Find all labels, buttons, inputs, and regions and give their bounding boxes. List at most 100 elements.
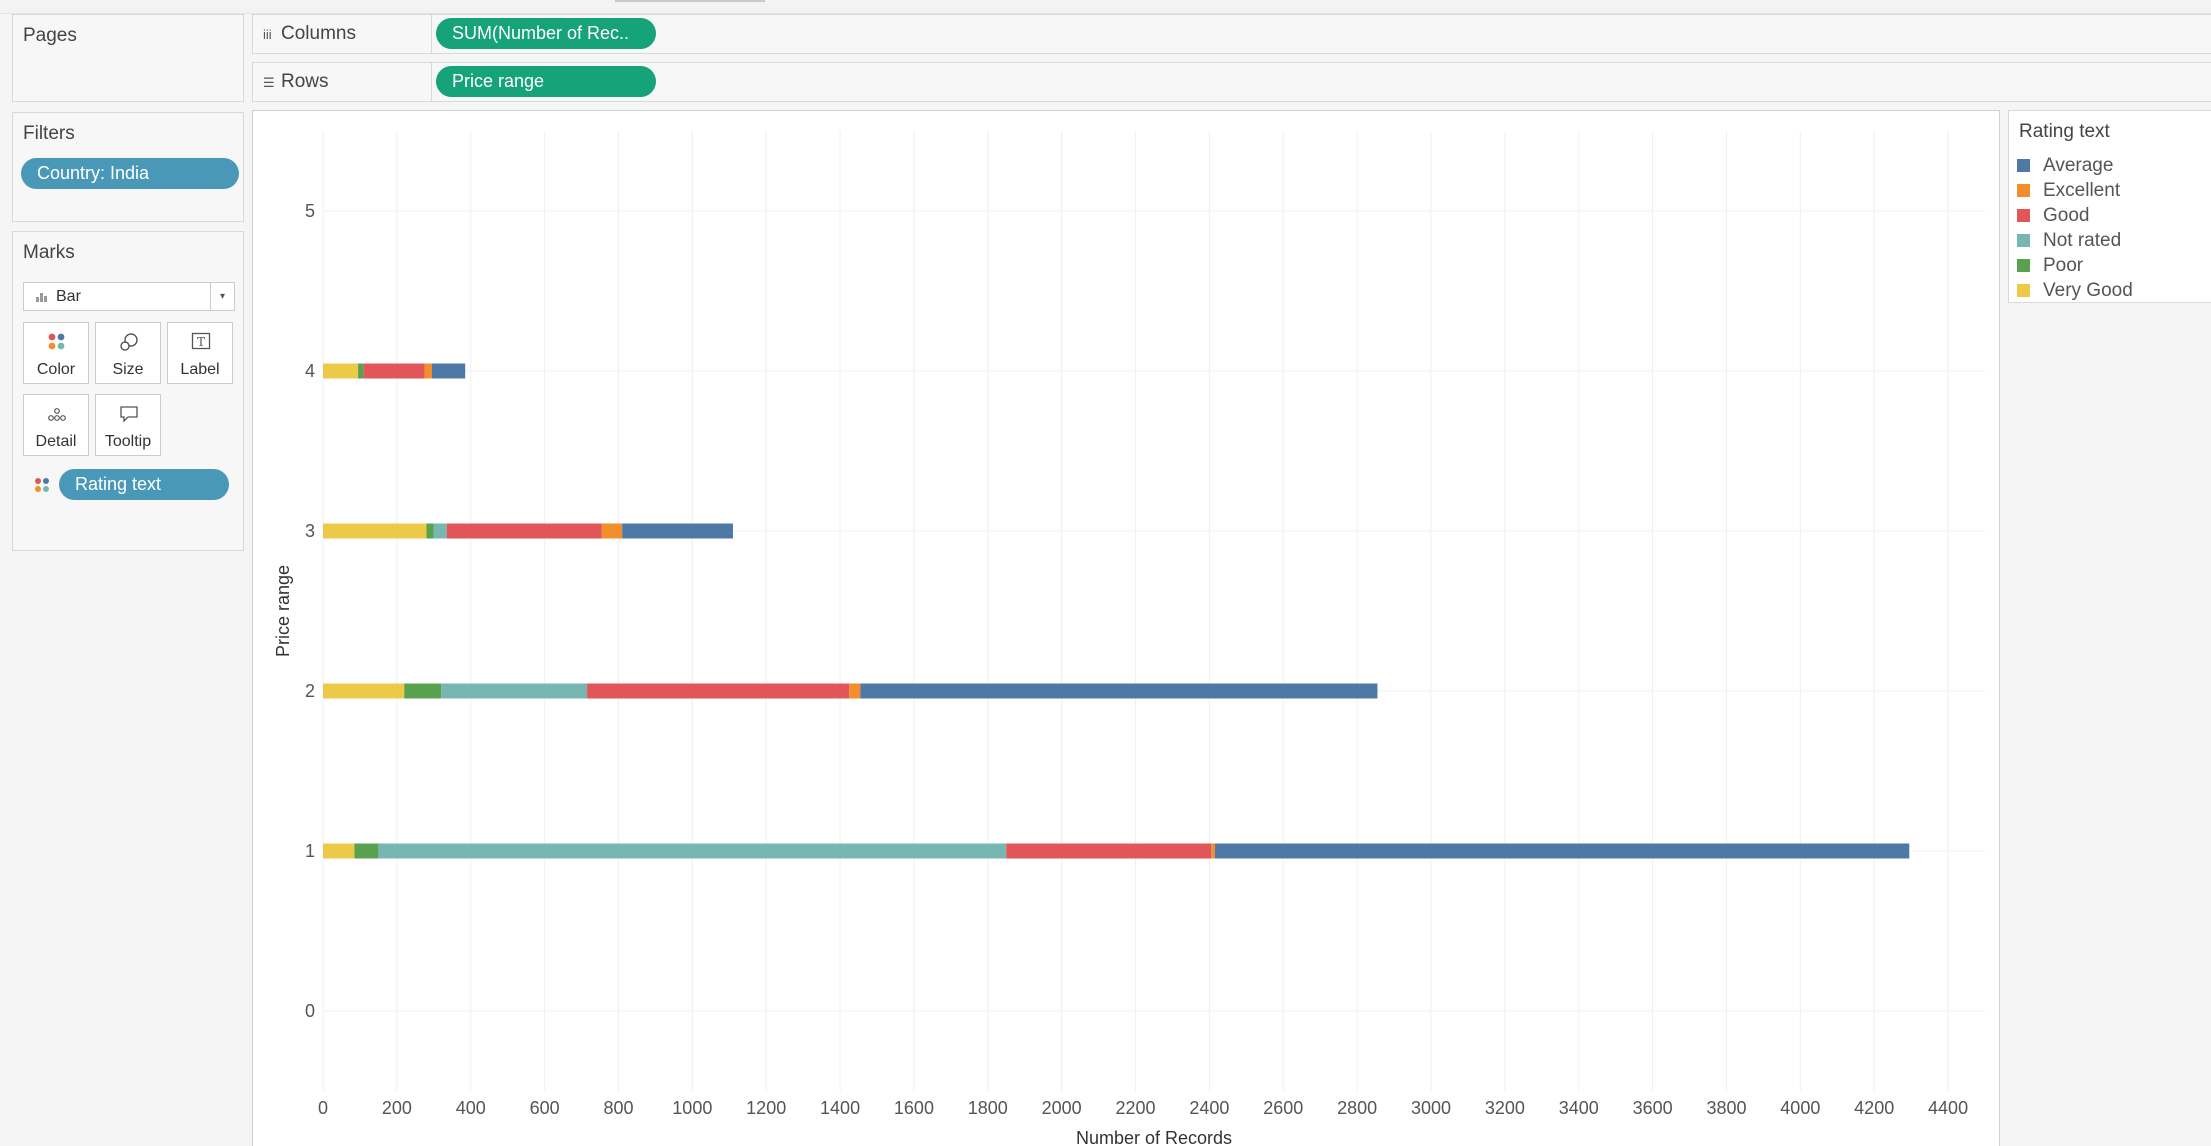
mark-type-dropdown[interactable]: Bar ▾ (23, 282, 235, 311)
bar-segment[interactable] (323, 363, 359, 379)
legend-item-label: Very Good (2043, 280, 2133, 301)
bar-segment[interactable] (354, 843, 379, 859)
bar-segment[interactable] (424, 363, 432, 379)
columns-pill[interactable]: SUM(Number of Rec.. (436, 18, 656, 49)
size-button[interactable]: Size (95, 322, 161, 384)
x-tick-label: 3600 (1633, 1098, 1673, 1118)
mark-type-value: Bar (56, 288, 81, 305)
shelf-divider (431, 15, 432, 53)
svg-text:T: T (197, 335, 205, 349)
label-button-label: Label (180, 361, 220, 378)
x-tick-label: 400 (456, 1098, 486, 1118)
bar-segment[interactable] (323, 683, 405, 699)
legend-item-label: Poor (2043, 255, 2084, 276)
y-tick-label: 1 (305, 841, 315, 861)
y-tick-label: 0 (305, 1001, 315, 1021)
x-tick-label: 3400 (1559, 1098, 1599, 1118)
legend-title: Rating text (2019, 121, 2110, 142)
x-tick-label: 1800 (968, 1098, 1008, 1118)
legend-item-label: Not rated (2043, 230, 2122, 251)
filter-pill-country[interactable]: Country: India (21, 158, 239, 189)
bar-segment[interactable] (363, 363, 425, 379)
legend-item-label: Good (2043, 205, 2090, 226)
rows-shelf-label: ☰ Rows (263, 63, 329, 101)
bar-segment[interactable] (323, 523, 427, 539)
bar-segment[interactable] (849, 683, 861, 699)
bar-segment[interactable] (1214, 843, 1910, 859)
legend-swatch (2017, 184, 2030, 197)
x-tick-label: 1000 (672, 1098, 712, 1118)
legend-swatch (2017, 234, 2030, 247)
x-tick-label: 2000 (1042, 1098, 1082, 1118)
legend-swatch (2017, 259, 2030, 272)
detail-button[interactable]: Detail (23, 394, 89, 456)
color-field-pill[interactable]: Rating text (59, 469, 229, 500)
bar-segment[interactable] (860, 683, 1378, 699)
y-tick-label: 5 (305, 201, 315, 221)
pages-card[interactable]: Pages (12, 14, 244, 102)
columns-shelf[interactable]: iii Columns SUM(Number of Rec.. (252, 14, 2211, 54)
y-tick-label: 2 (305, 681, 315, 701)
y-axis-title: Price range (273, 565, 293, 657)
x-tick-label: 3800 (1706, 1098, 1746, 1118)
bar-segment[interactable] (404, 683, 442, 699)
legend-swatch (2017, 284, 2030, 297)
marks-title: Marks (23, 242, 75, 263)
columns-icon: iii (263, 27, 272, 42)
bar-segment[interactable] (622, 523, 733, 539)
x-tick-label: 2800 (1337, 1098, 1377, 1118)
tooltip-button[interactable]: Tooltip (95, 394, 161, 456)
x-tick-label: 800 (603, 1098, 633, 1118)
bar-chart-icon (36, 292, 48, 302)
color-button[interactable]: Color (23, 322, 89, 384)
rows-icon: ☰ (263, 75, 275, 90)
bar-segment[interactable] (433, 523, 447, 539)
legend-item-label: Excellent (2043, 180, 2121, 201)
x-tick-label: 2400 (1189, 1098, 1229, 1118)
filters-card[interactable]: Filters Country: India (12, 112, 244, 222)
chevron-down-icon[interactable]: ▾ (210, 283, 234, 310)
legend-swatch (2017, 159, 2030, 172)
bar-segment[interactable] (323, 843, 355, 859)
legend-swatch (2017, 209, 2030, 222)
rows-shelf[interactable]: ☰ Rows Price range (252, 62, 2211, 102)
active-tab-indicator (615, 0, 765, 2)
bar-segment[interactable] (441, 683, 588, 699)
marks-card: Marks Bar ▾ Color Size T (12, 231, 244, 551)
rows-pill[interactable]: Price range (436, 66, 656, 97)
x-tick-label: 2600 (1263, 1098, 1303, 1118)
pages-title: Pages (23, 25, 77, 46)
text-label-icon: T (191, 332, 211, 350)
legend-box: Rating text Average Excellent Good Not rate… (2008, 110, 2211, 303)
bar-segment[interactable] (1006, 843, 1212, 859)
x-tick-label: 1400 (820, 1098, 860, 1118)
stacked-bar-chart[interactable]: 5 4 3 2 1 0 0 200 400 600 800 1000 1200 1400 1600 1800 2… (253, 111, 2001, 1146)
x-tick-label: 4400 (1928, 1098, 1968, 1118)
x-tick-label: 4200 (1854, 1098, 1894, 1118)
bar-segment[interactable] (431, 363, 466, 379)
chart-pane[interactable]: 5 4 3 2 1 0 0 200 400 600 800 1000 1200 1400 1600 1800 2… (252, 110, 2000, 1146)
x-tick-label: 200 (382, 1098, 412, 1118)
x-tick-label: 0 (318, 1098, 328, 1118)
x-tick-label: 3000 (1411, 1098, 1451, 1118)
x-tick-label: 2200 (1116, 1098, 1156, 1118)
bar-segment[interactable] (601, 523, 623, 539)
bar-segment[interactable] (1211, 843, 1215, 859)
tooltip-icon (120, 406, 138, 423)
bar-segment[interactable] (426, 523, 434, 539)
columns-shelf-label: iii Columns (263, 15, 356, 53)
tooltip-button-label: Tooltip (104, 433, 152, 450)
y-tick-label: 3 (305, 521, 315, 541)
bar-segment[interactable] (446, 523, 602, 539)
bar-segment[interactable] (378, 843, 1007, 859)
bar-segment[interactable] (587, 683, 850, 699)
color-legend: Rating text Average Excellent Good Not rate… (2008, 110, 2211, 1146)
detail-icon (48, 408, 66, 421)
label-button[interactable]: T Label (167, 322, 233, 384)
bar-segment[interactable] (358, 363, 364, 379)
color-button-label: Color (36, 361, 76, 378)
legend-item-label: Average (2043, 155, 2114, 176)
x-axis-title: Number of Records (1076, 1128, 1232, 1146)
x-tick-label: 1200 (746, 1098, 786, 1118)
